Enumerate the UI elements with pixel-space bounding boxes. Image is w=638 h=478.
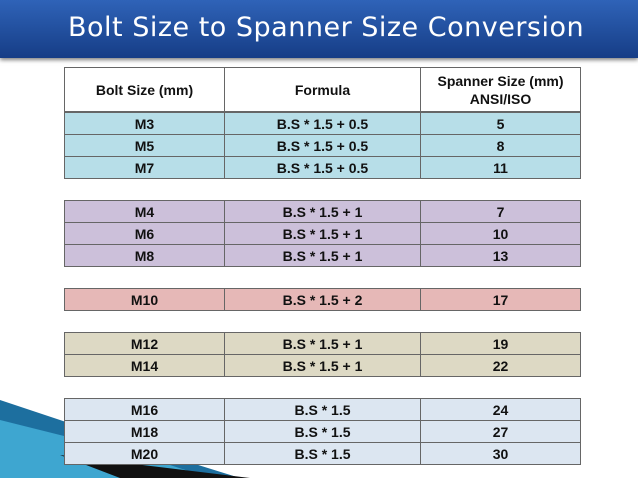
table-row: M10 B.S * 1.5 + 2 17 <box>64 288 581 311</box>
table-row: M20 B.S * 1.5 30 <box>64 442 581 465</box>
table-row: M18 B.S * 1.5 27 <box>64 420 581 443</box>
title-bar: Bolt Size to Spanner Size Conversion <box>0 0 638 58</box>
table-cell: M7 <box>64 156 225 179</box>
table-row: M3 B.S * 1.5 + 0.5 5 <box>64 112 581 135</box>
table-cell: M5 <box>64 134 225 157</box>
table-cell: 7 <box>420 200 581 223</box>
table-cell: B.S * 1.5 + 1 <box>224 222 421 245</box>
table-cell: M3 <box>64 112 225 135</box>
table-cell: M18 <box>64 420 225 443</box>
table-cell: M6 <box>64 222 225 245</box>
table-row: M8 B.S * 1.5 + 1 13 <box>64 244 581 267</box>
table-row: M12 B.S * 1.5 + 1 19 <box>64 332 581 355</box>
header-row: Bolt Size (mm) Formula Spanner Size (mm) A… <box>64 67 581 112</box>
table-cell: 22 <box>420 354 581 377</box>
table-cell: 27 <box>420 420 581 443</box>
table-cell: M20 <box>64 442 225 465</box>
table-cell: B.S * 1.5 + 1 <box>224 200 421 223</box>
table-cell: B.S * 1.5 + 1 <box>224 244 421 267</box>
table-cell: M14 <box>64 354 225 377</box>
table-cell: M16 <box>64 398 225 421</box>
slide-title: Bolt Size to Spanner Size Conversion <box>68 12 585 43</box>
table-cell: B.S * 1.5 + 1 <box>224 354 421 377</box>
table-row: M7 B.S * 1.5 + 0.5 11 <box>64 156 581 179</box>
table-cell: B.S * 1.5 <box>224 442 421 465</box>
table-cell: B.S * 1.5 + 0.5 <box>224 112 421 135</box>
table-cell: B.S * 1.5 <box>224 420 421 443</box>
table-row: M16 B.S * 1.5 24 <box>64 398 581 421</box>
table-cell: 10 <box>420 222 581 245</box>
table-cell: 5 <box>420 112 581 135</box>
header-cell: Bolt Size (mm) <box>64 67 225 112</box>
table-row: M5 B.S * 1.5 + 0.5 8 <box>64 134 581 157</box>
table-cell: 11 <box>420 156 581 179</box>
table-cell: 30 <box>420 442 581 465</box>
table-cell: M4 <box>64 200 225 223</box>
table-cell: M10 <box>64 288 225 311</box>
table-cell: 8 <box>420 134 581 157</box>
table-cell: B.S * 1.5 + 1 <box>224 332 421 355</box>
table-cell: M8 <box>64 244 225 267</box>
header-cell: Formula <box>224 67 421 112</box>
table-cell: 24 <box>420 398 581 421</box>
table-cell: B.S * 1.5 + 0.5 <box>224 156 421 179</box>
table-cell: 19 <box>420 332 581 355</box>
table-cell: M12 <box>64 332 225 355</box>
table-cell: B.S * 1.5 + 2 <box>224 288 421 311</box>
table-row: M6 B.S * 1.5 + 1 10 <box>64 222 581 245</box>
table-cell: B.S * 1.5 + 0.5 <box>224 134 421 157</box>
table-row: M14 B.S * 1.5 + 1 22 <box>64 354 581 377</box>
header-cell: Spanner Size (mm) ANSI/ISO <box>420 67 581 112</box>
table-cell: 13 <box>420 244 581 267</box>
table-cell: 17 <box>420 288 581 311</box>
table-cell: B.S * 1.5 <box>224 398 421 421</box>
